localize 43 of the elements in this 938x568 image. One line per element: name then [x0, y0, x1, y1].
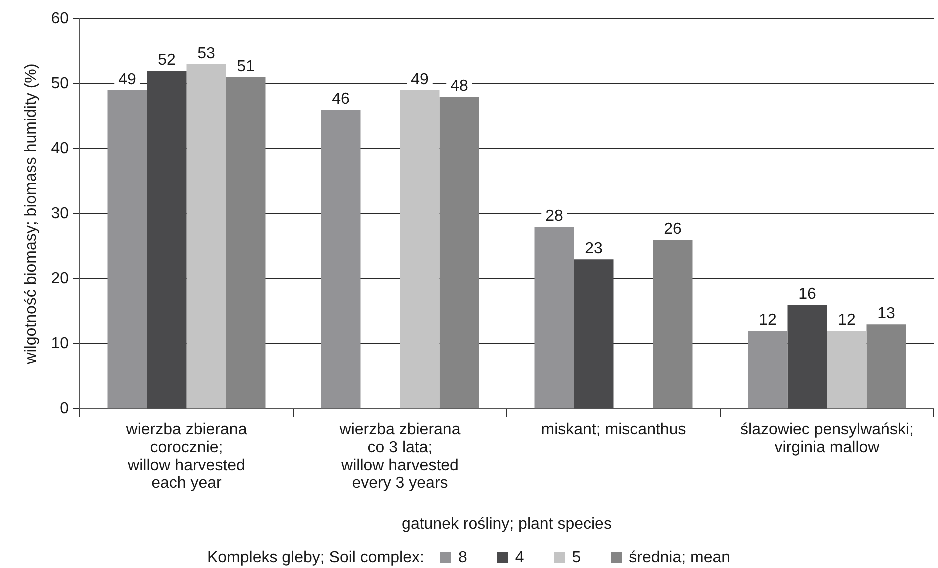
data-label: 12	[838, 312, 856, 330]
y-tick-label: 30	[51, 205, 70, 222]
data-label: 16	[798, 286, 816, 304]
y-tick-label: 0	[60, 400, 70, 418]
legend-title: Kompleks gleby; Soil complex:	[207, 549, 424, 566]
bar	[400, 90, 440, 409]
bar	[748, 331, 788, 409]
y-tick-label: 10	[51, 336, 70, 353]
x-tick-label: ślazowiec pensylwański; virginia mallow	[740, 421, 914, 456]
data-label: 53	[198, 46, 216, 63]
data-label: 13	[878, 306, 896, 323]
data-label: 49	[118, 72, 136, 89]
data-label: 12	[759, 312, 778, 330]
x-tick-label: wierzba zbierana co 3 lata; willow harvested every 3 years	[338, 421, 461, 492]
bar	[440, 97, 480, 409]
data-label: 28	[546, 208, 564, 226]
bar	[653, 240, 693, 409]
bar	[321, 110, 361, 409]
y-tick-label: 50	[51, 75, 70, 92]
y-tick-label: 60	[51, 10, 70, 28]
legend-label: 4	[515, 549, 524, 566]
x-tick-label: wierzba zbierana corocznie; willow harvested each year	[125, 421, 248, 492]
bar	[827, 331, 867, 409]
data-label: 23	[585, 240, 603, 258]
x-tick-label: miskant; miscanthus	[541, 421, 686, 438]
bar	[186, 64, 226, 409]
bar	[108, 90, 148, 409]
data-label: 49	[411, 72, 429, 89]
y-tick-label: 20	[51, 270, 70, 288]
data-label: 48	[450, 78, 468, 96]
legend-label: średnia; mean	[629, 549, 731, 566]
bar	[866, 324, 906, 409]
bar	[226, 78, 266, 409]
data-label: 51	[237, 58, 255, 76]
y-axis-title: wilgotność biomasy; biomass humidity (%)	[23, 64, 40, 366]
x-axis-title: gatunek rośliny; plant species	[402, 516, 612, 533]
data-label: 26	[664, 221, 682, 238]
data-label: 46	[332, 91, 350, 108]
legend-label: 5	[572, 549, 582, 566]
y-tick-label: 40	[51, 140, 70, 158]
bar	[534, 227, 574, 409]
data-label: 52	[158, 52, 176, 70]
legend-label: 8	[458, 549, 468, 566]
